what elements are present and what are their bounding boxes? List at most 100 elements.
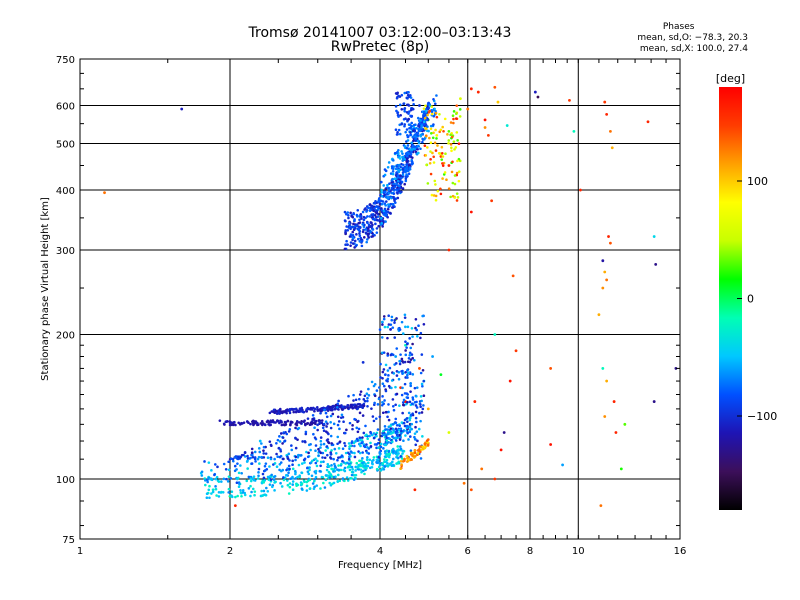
data-point [262,493,265,497]
data-point [400,320,404,324]
data-point [284,420,288,424]
data-point [286,409,289,412]
data-point [425,127,428,131]
data-point [323,486,327,489]
data-point [340,454,344,458]
data-point [326,462,330,466]
data-point [332,481,336,485]
data-point [411,107,415,111]
data-point [443,117,447,121]
data-point [337,447,341,450]
data-point [422,114,426,118]
data-point [384,389,388,393]
data-point [599,504,603,508]
data-point [453,174,457,177]
data-point [429,150,432,153]
data-point [406,151,409,155]
data-point [391,423,395,426]
data-point [421,384,424,388]
data-point [391,457,395,461]
data-point [367,236,370,239]
data-point [251,487,255,491]
data-point [414,326,417,330]
data-point [386,183,389,187]
data-point [401,401,405,404]
data-point [358,403,362,406]
data-point [349,403,353,407]
data-point [345,225,348,228]
data-point [214,463,217,466]
data-point [305,484,309,488]
data-point [378,463,382,467]
data-point [408,430,412,434]
data-point [397,94,400,98]
data-point [435,115,439,119]
data-point [343,441,346,445]
data-point [361,436,364,439]
data-point [400,457,404,460]
data-point [289,423,292,427]
data-point [206,478,209,482]
data-point [272,408,276,412]
data-point [403,91,407,95]
data-point [385,410,388,414]
data-point [386,352,390,355]
data-point [403,182,406,186]
data-point [326,474,329,477]
data-point [239,464,242,467]
data-point [407,371,410,375]
data-point [417,427,421,431]
data-point [348,235,352,238]
data-point [394,385,397,389]
data-point [400,190,403,194]
data-point [232,421,235,424]
data-point [345,476,349,479]
data-point [262,489,266,493]
data-point [439,187,442,191]
data-point [408,400,412,404]
data-point [297,409,300,413]
data-point [396,192,399,195]
data-point [290,407,294,411]
data-point [452,140,456,143]
data-point [447,187,451,190]
data-point [324,478,328,482]
data-point [335,405,339,409]
data-point [439,128,443,132]
data-point [337,399,340,403]
data-point [409,152,413,156]
data-point [406,144,410,147]
data-point [247,487,251,490]
data-point [245,479,249,483]
data-point [361,230,365,234]
data-point [343,431,347,435]
data-point [288,428,292,431]
data-point [403,418,407,422]
chart-subtitle: RwPretec (8p) [330,39,430,55]
data-point [256,422,259,426]
data-point [205,492,209,496]
data-point [357,228,361,232]
data-point [411,135,415,139]
data-point [343,219,347,222]
data-point [316,459,319,463]
data-point [424,134,428,137]
data-point [332,404,335,408]
data-point [285,473,288,477]
data-point [458,115,462,118]
data-point [469,87,473,91]
data-point [505,124,509,127]
data-point [440,145,444,149]
data-point [336,423,340,427]
data-point [393,151,397,155]
data-point [457,142,461,146]
data-point [204,483,207,487]
data-point [375,218,379,222]
data-point [407,90,410,94]
data-point [366,461,370,465]
data-point [254,420,258,423]
data-point [391,460,394,464]
data-point [387,314,391,318]
data-point [358,234,362,238]
data-point [275,412,279,415]
